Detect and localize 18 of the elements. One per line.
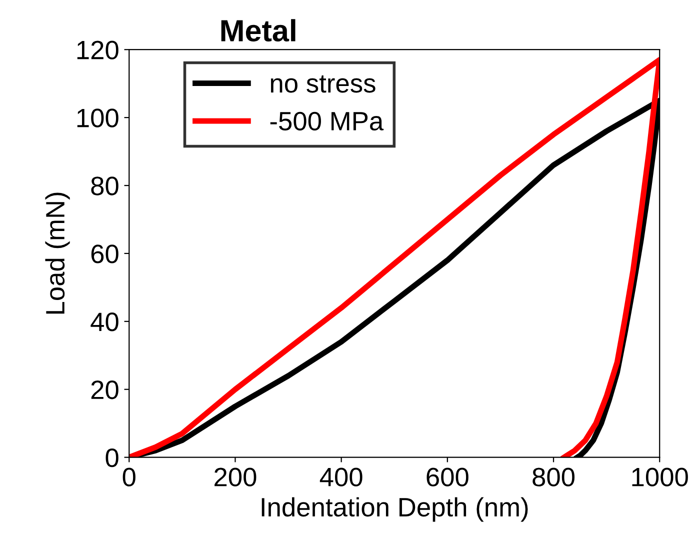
y-tick-label: 120 xyxy=(77,40,118,60)
y-tick-label: 20 xyxy=(91,380,118,400)
x-tick-label: 0 xyxy=(122,468,136,486)
chart-title: Metal xyxy=(221,19,296,42)
x-tick-label: 600 xyxy=(426,468,468,486)
x-axis-title: Indentation Depth (nm) xyxy=(262,497,528,522)
y-tick-label: 0 xyxy=(106,448,118,468)
x-tick-label: 800 xyxy=(532,468,574,486)
x-tick-label: 400 xyxy=(320,468,362,486)
x-tick-label: 1000 xyxy=(632,468,688,486)
y-tick-label: 60 xyxy=(91,244,118,264)
y-tick-label: 100 xyxy=(77,108,118,128)
y-tick-label: 40 xyxy=(90,312,118,332)
y-tick-label: 80 xyxy=(91,176,118,196)
legend-label: -500 MPa xyxy=(270,112,384,131)
x-tick-label: 200 xyxy=(214,468,256,486)
y-axis-title: Load (mN) xyxy=(45,192,70,314)
legend-label: no stress xyxy=(270,75,376,93)
